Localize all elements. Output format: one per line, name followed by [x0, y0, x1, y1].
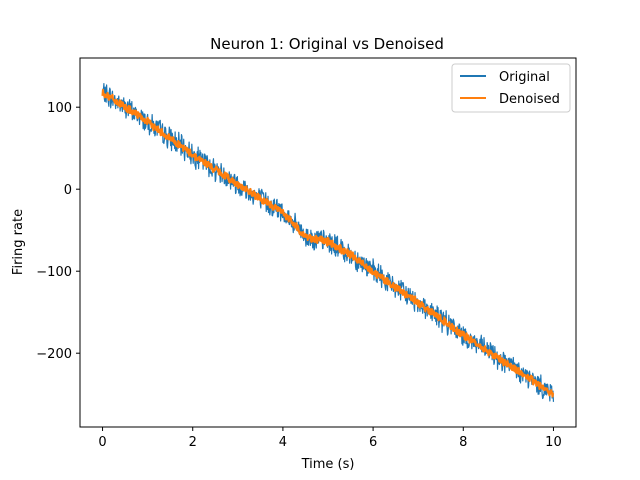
y-tick-label: −100: [36, 265, 72, 280]
y-tick-label: 100: [47, 101, 72, 116]
y-axis-label: Firing rate: [11, 209, 26, 275]
legend-denoised-label: Denoised: [499, 92, 560, 107]
x-tick-label: 4: [279, 435, 287, 450]
legend-original-label: Original: [499, 70, 550, 85]
series-line-denoised: [101, 88, 555, 398]
x-axis: 0 2 4 6 8 10: [98, 427, 562, 450]
legend: Original Denoised: [451, 63, 571, 113]
series-layer: [101, 82, 555, 402]
x-tick-label: 2: [189, 435, 197, 450]
y-tick-label: 0: [64, 183, 72, 198]
chart-title: Neuron 1: Original vs Denoised: [210, 35, 444, 53]
plot-frame: [79, 57, 577, 428]
x-tick-label: 8: [459, 435, 467, 450]
y-tick-label: −200: [36, 347, 72, 362]
y-axis: −200 −100 0 100: [36, 101, 80, 362]
x-tick-label: 6: [369, 435, 377, 450]
x-axis-label: Time (s): [301, 457, 355, 472]
x-tick-label: 0: [98, 435, 106, 450]
x-tick-label: 10: [545, 435, 562, 450]
